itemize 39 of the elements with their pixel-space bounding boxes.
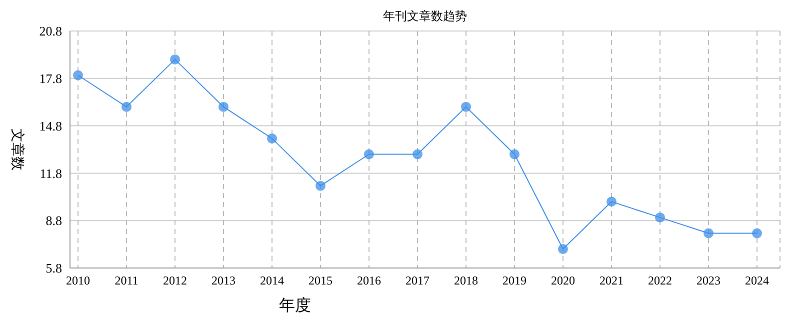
- x-tick-label: 2015: [308, 274, 332, 288]
- point: [122, 102, 132, 112]
- point: [364, 149, 374, 160]
- point: [558, 244, 568, 254]
- x-tick-label: 2021: [600, 274, 624, 288]
- point: [704, 228, 714, 238]
- point: [316, 180, 326, 191]
- x-tick-label: 2024: [745, 274, 769, 288]
- x-tick-label: 2018: [454, 274, 478, 288]
- x-tick-label: 2019: [502, 274, 526, 288]
- point: [606, 196, 616, 207]
- y-tick-label: 8.8: [46, 213, 62, 228]
- x-tick-label: 2012: [163, 274, 187, 288]
- chart-title: 年刊文章数趋势: [382, 8, 468, 25]
- point: [73, 70, 83, 80]
- point: [752, 228, 762, 238]
- point: [218, 102, 228, 112]
- x-tick-label: 2014: [260, 274, 284, 288]
- x-tick-label: 2010: [66, 274, 90, 288]
- point: [461, 102, 471, 112]
- x-tick-label: 2023: [696, 274, 720, 288]
- x-tick-label: 2017: [406, 274, 430, 288]
- y-tick-label: 20.8: [39, 24, 62, 39]
- y-axis-title: 文章数: [9, 128, 26, 170]
- x-axis-title: 年度: [279, 296, 311, 314]
- x-tick-label: 2022: [648, 274, 672, 288]
- point: [412, 149, 422, 160]
- y-tick-label: 5.8: [46, 260, 62, 276]
- point: [510, 149, 520, 160]
- x-tick-label: 2011: [114, 274, 138, 288]
- x-tick-label: 2016: [357, 274, 381, 288]
- y-tick-label: 17.8: [39, 71, 62, 86]
- point: [170, 54, 180, 64]
- point: [267, 133, 277, 144]
- y-tick-label: 11.8: [40, 166, 62, 181]
- y-tick-label: 14.8: [39, 118, 62, 134]
- x-tick-label: 2020: [551, 274, 575, 288]
- point: [655, 212, 665, 222]
- x-tick-label: 2013: [212, 274, 236, 288]
